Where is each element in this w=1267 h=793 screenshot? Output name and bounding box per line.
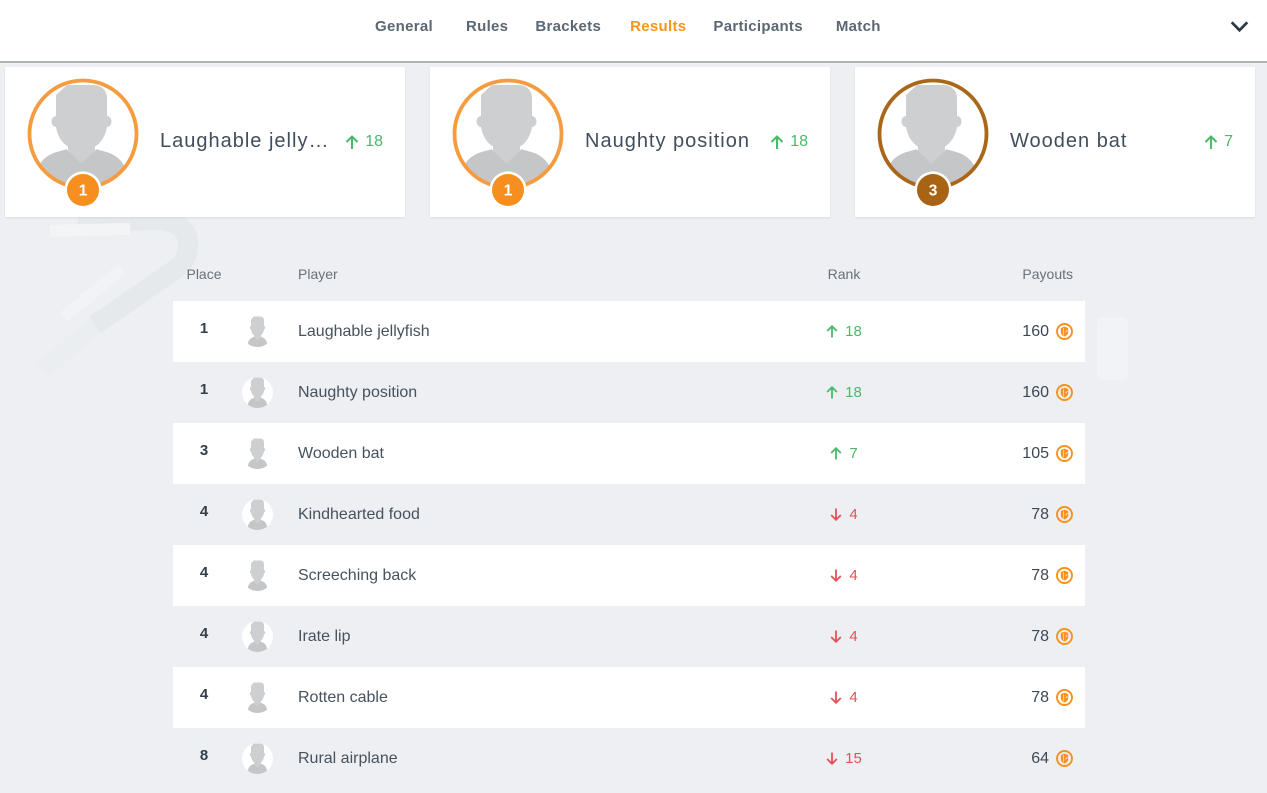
- svg-text:3: 3: [929, 182, 938, 199]
- svg-text:1: 1: [79, 182, 88, 199]
- svg-text:1: 1: [504, 182, 513, 199]
